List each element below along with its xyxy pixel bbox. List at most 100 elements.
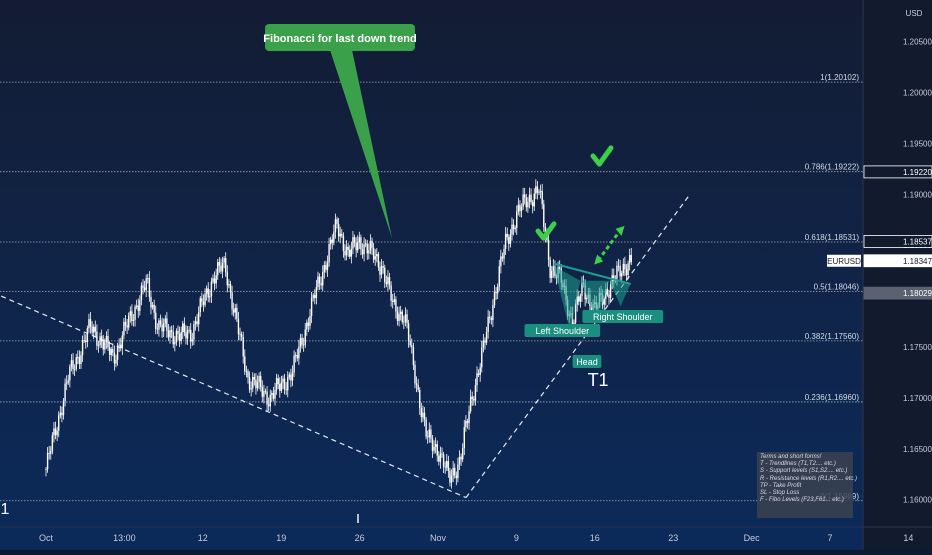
candle-body [205,288,208,294]
candle-body [376,254,378,257]
x-tick-label: 12 [198,533,208,543]
up-trendline-t1 [465,193,691,498]
candle-body [263,391,265,397]
legend-line: F - Fibo Levels (F23,F61... etc.) [760,497,844,504]
candle-body [404,314,407,322]
candle-body [299,337,302,347]
candle-body [323,265,326,273]
candle-body [199,298,201,313]
candle-body [162,323,165,332]
candle-body [279,383,281,391]
candle-body [417,385,419,390]
candle-body [493,291,496,306]
candle-body [218,262,221,266]
candle-body [309,316,311,326]
candle-body [294,355,297,356]
candle-body [304,329,306,345]
candle-body [476,373,478,386]
candle-body [191,339,194,342]
y-tick-label: 1.20500 [903,38,932,47]
candle-body [229,284,232,293]
candle-body [54,428,57,436]
candle-body [320,282,322,286]
candle-body [501,256,504,259]
candle-body [469,396,472,412]
candle-body [517,204,520,212]
candle-body [266,391,268,405]
candle-body [329,239,332,245]
candle-body [407,323,410,341]
candle-body [67,380,69,383]
candle-body [277,378,279,384]
candle-body [511,224,513,235]
candle-body [574,304,577,323]
candle-body [282,378,284,383]
candle-body [194,321,197,325]
candle-body [428,429,430,438]
candle-body [409,340,411,346]
price-tag-bg [863,165,932,179]
arrow-head-up [615,225,625,236]
candle-body [196,321,198,325]
candle-body [182,323,184,333]
candle-body [285,389,287,391]
candle-body [250,388,252,390]
candle-body [361,249,364,255]
candle-body [506,233,508,237]
x-tick-label: 13:00 [113,533,136,543]
candle-body [161,324,163,332]
candle-body [434,444,437,447]
candle-body [201,298,203,302]
candle-body [363,244,365,255]
candle-body [72,360,74,370]
candle-body [302,344,305,346]
candle-body [465,420,467,428]
candle-body [121,335,124,349]
candle-body [625,269,628,276]
candle-body [256,382,259,389]
candle-body [221,262,224,272]
candle-body [56,430,58,436]
candle-body [384,267,386,282]
candle-body [261,387,263,397]
candle-body [253,376,256,380]
candle-body [287,377,289,391]
candle-body [617,265,620,267]
candle-body [393,299,395,302]
candle-body [217,262,219,276]
candle-body [139,300,141,311]
candle-body [137,305,139,311]
candle-body [231,292,233,310]
candle-body [177,330,179,334]
candle-body [527,201,529,208]
price-tag: 1.18347 [903,257,932,266]
candle-body [374,256,376,260]
candle-body [86,328,89,342]
candle-body [213,278,216,284]
candle-body [485,331,488,343]
candle-body [528,194,531,202]
candle-body [357,242,359,251]
candle-body [102,341,104,350]
candle-body [190,329,192,342]
x-tick-label: Dec [744,533,761,543]
price-tag-bg [863,235,932,248]
candle-body [412,346,415,365]
candle-body [290,374,292,381]
candle-body [551,270,553,278]
candle-body [209,296,211,298]
candle-body [496,286,499,294]
candle-body [186,330,189,339]
candle-body [369,240,372,251]
candle-body [317,276,319,287]
candle-body [185,332,187,339]
candle-body [622,263,625,274]
candle-body [549,259,551,278]
y-tick-label: 1.20000 [903,89,932,98]
candle-body [473,398,475,401]
candle-body [108,347,111,356]
candle-body [455,475,458,479]
candle-body [605,288,607,299]
candle-body [490,317,493,321]
neckline [553,262,631,285]
